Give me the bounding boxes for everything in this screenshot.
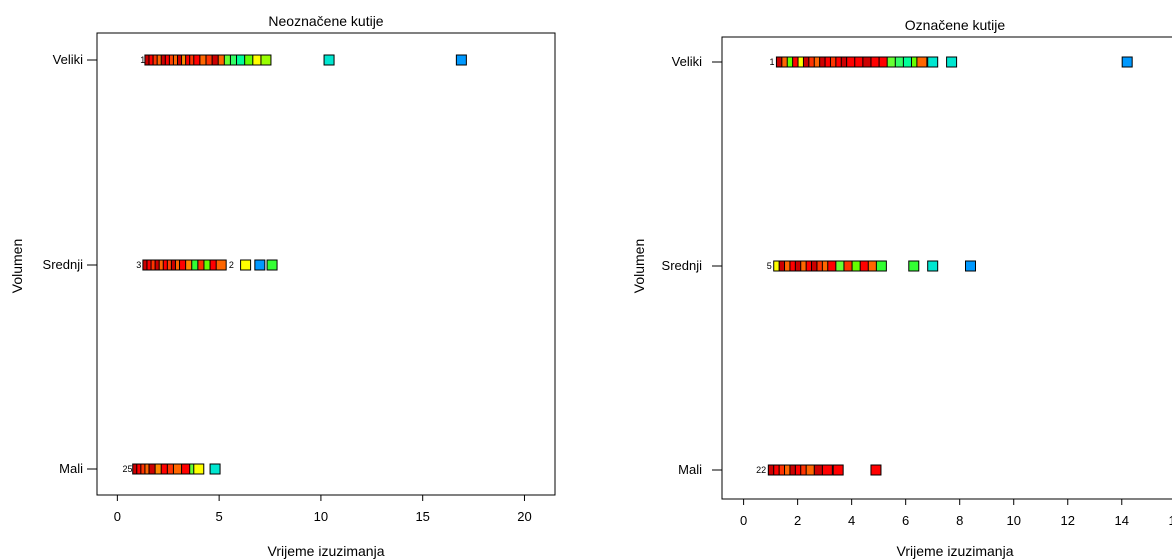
panel-1-marks: 0 5 10 15 20 Mali Srednji Veliki 1 3 2 25 <box>43 52 532 524</box>
x-tick-label: 16 <box>1169 513 1172 528</box>
data-point <box>1121 56 1133 68</box>
data-label: 1 <box>140 55 145 65</box>
x-tick-label: 20 <box>517 509 531 524</box>
data-point <box>927 260 939 272</box>
x-tick-label: 6 <box>902 513 909 528</box>
y-tick-label: Veliki <box>53 52 83 67</box>
x-tick-label: 12 <box>1061 513 1075 528</box>
data-point <box>455 54 467 66</box>
data-label: 22 <box>756 465 766 475</box>
x-tick-label: 15 <box>415 509 429 524</box>
data-point <box>266 259 278 271</box>
x-tick-label: 4 <box>848 513 855 528</box>
data-label: 3 <box>136 260 141 270</box>
panel-2-plot-frame <box>721 36 1172 500</box>
panel-1-title: Neoznačene kutije <box>268 13 383 29</box>
data-point <box>965 260 977 272</box>
panel-1-xlabel: Vrijeme izuzimanja <box>268 543 385 559</box>
panel-2-title: Označene kutije <box>905 17 1006 33</box>
data-point <box>870 464 882 476</box>
x-tick-label: 14 <box>1115 513 1129 528</box>
data-point <box>193 463 205 475</box>
data-point <box>927 56 939 68</box>
x-tick-label: 10 <box>1006 513 1020 528</box>
panel-2-xlabel: Vrijeme izuzimanja <box>897 543 1014 559</box>
data-point <box>821 464 833 476</box>
data-point <box>946 56 958 68</box>
data-label: 25 <box>123 464 133 474</box>
data-point <box>916 56 928 68</box>
data-point <box>215 259 227 271</box>
data-label: 5 <box>767 261 772 271</box>
x-tick-label: 8 <box>956 513 963 528</box>
x-tick-label: 10 <box>314 509 328 524</box>
y-tick-label: Srednji <box>662 258 703 273</box>
panel-unlabeled-boxes: Neoznačene kutije Vrijeme izuzimanja Vol… <box>9 13 556 559</box>
panel-1-plot-frame <box>96 32 556 496</box>
panel-2-marks: 0 2 4 6 8 10 12 14 16 Mali Srednji Veliki 1 5 22 <box>662 54 1172 528</box>
data-point <box>240 259 252 271</box>
data-point <box>875 260 887 272</box>
data-point <box>832 464 844 476</box>
x-tick-label: 2 <box>794 513 801 528</box>
y-tick-label: Veliki <box>672 54 702 69</box>
data-point <box>323 54 335 66</box>
y-tick-label: Mali <box>59 461 83 476</box>
data-point <box>254 259 266 271</box>
data-point <box>209 463 221 475</box>
x-tick-label: 0 <box>740 513 747 528</box>
data-label: 1 <box>769 57 774 67</box>
x-tick-label: 5 <box>216 509 223 524</box>
data-point <box>260 54 272 66</box>
data-label: 2 <box>229 260 234 270</box>
panel-1-ylabel: Volumen <box>9 239 25 293</box>
y-tick-label: Mali <box>678 462 702 477</box>
data-point <box>908 260 920 272</box>
panel-2-ylabel: Volumen <box>631 239 647 293</box>
y-tick-label: Srednji <box>43 257 84 272</box>
panel-labeled-boxes: Označene kutije Vrijeme izuzimanja Volum… <box>631 17 1172 559</box>
x-tick-label: 0 <box>114 509 121 524</box>
